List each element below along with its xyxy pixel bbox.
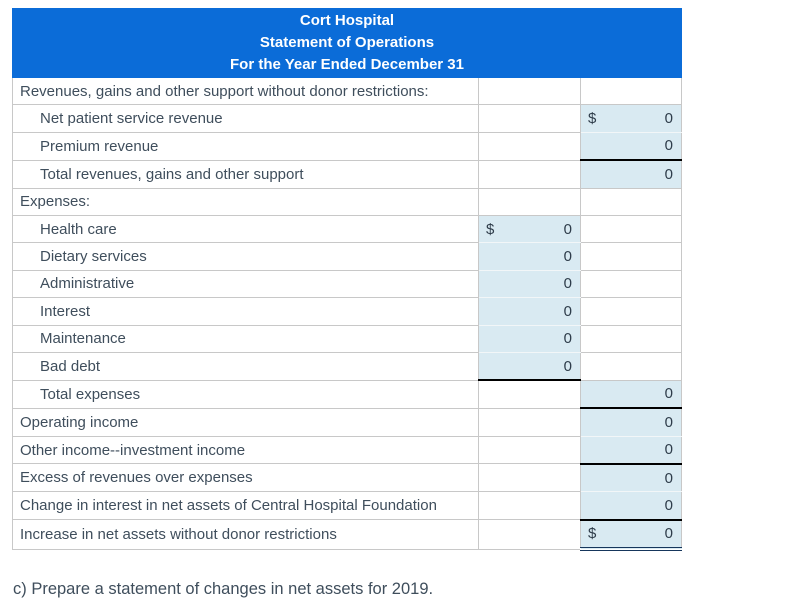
cell-value: 0: [563, 248, 572, 266]
mid-empty-cell: [478, 491, 581, 521]
statement-of-operations-table: Cort Hospital Statement of Operations Fo…: [11, 8, 683, 552]
table-row: Bad debt 0: [12, 351, 683, 382]
table-row: Change in interest in net assets of Cent…: [12, 491, 683, 521]
cell-value: 0: [664, 525, 674, 543]
row-label: Expenses:: [12, 187, 479, 216]
table-row: Maintenance 0: [12, 324, 683, 353]
mid-amount-input-cell[interactable]: 0: [478, 297, 581, 326]
row-label: Operating income: [12, 407, 479, 437]
mid-empty-cell: [478, 407, 581, 437]
mid-empty-cell: [478, 76, 581, 106]
cell-value: 0: [664, 385, 674, 403]
row-label: Total expenses: [12, 379, 479, 409]
worksheet-area: Cort Hospital Statement of Operations Fo…: [11, 8, 683, 599]
table-row: Net patient service revenue $0: [12, 104, 683, 133]
cell-value: 0: [563, 357, 572, 375]
right-empty-cell: [579, 187, 683, 216]
table-row: Dietary services 0: [12, 242, 683, 271]
right-amount-input-cell[interactable]: 0: [579, 131, 683, 162]
right-empty-cell: [579, 214, 683, 244]
right-empty-cell: [579, 297, 683, 326]
header-row: Cort Hospital Statement of Operations Fo…: [11, 8, 683, 78]
period-label: For the Year Ended December 31: [230, 56, 464, 73]
row-label: Other income--investment income: [12, 435, 479, 465]
right-amount-input-cell[interactable]: $0: [579, 519, 683, 552]
mid-empty-cell: [478, 159, 581, 189]
table-row: Administrative 0: [12, 269, 683, 299]
cell-value: 0: [563, 275, 572, 293]
cell-value: 0: [664, 110, 674, 128]
right-amount-input-cell[interactable]: 0: [579, 159, 683, 189]
cell-value: 0: [563, 302, 572, 320]
row-label: Revenues, gains and other support withou…: [12, 76, 479, 106]
row-label: Excess of revenues over expenses: [12, 463, 479, 493]
cell-value: 0: [664, 413, 674, 431]
row-label: Health care: [12, 214, 479, 244]
right-empty-cell: [579, 269, 683, 299]
table-row: Total revenues, gains and other support 0: [12, 159, 683, 189]
cell-value: 0: [664, 441, 674, 459]
table-row: Other income--investment income 0: [12, 435, 683, 465]
right-amount-input-cell[interactable]: 0: [579, 379, 683, 410]
table-row: Operating income 0: [12, 407, 683, 437]
mid-empty-cell: [478, 379, 581, 409]
row-label: Total revenues, gains and other support: [12, 159, 479, 189]
right-empty-cell: [579, 324, 683, 353]
mid-empty-cell: [478, 104, 581, 133]
mid-empty-cell: [478, 463, 581, 493]
right-amount-input-cell[interactable]: $0: [579, 104, 683, 133]
mid-empty-cell: [478, 519, 581, 550]
right-amount-input-cell[interactable]: 0: [579, 407, 683, 437]
mid-amount-input-cell[interactable]: 0: [478, 242, 581, 271]
table-row: Total expenses 0: [12, 379, 683, 410]
table-row: Increase in net assets without donor res…: [12, 519, 683, 552]
mid-empty-cell: [478, 131, 581, 161]
statement-header-banner: Cort Hospital Statement of Operations Fo…: [11, 8, 683, 78]
cell-value: 0: [664, 497, 674, 515]
row-label: Interest: [12, 297, 479, 326]
right-amount-input-cell[interactable]: 0: [579, 463, 683, 493]
statement-title: Statement of Operations: [259, 34, 435, 51]
cell-value: 0: [664, 165, 674, 183]
mid-amount-input-cell[interactable]: $0: [478, 214, 581, 244]
company-name: Cort Hospital: [299, 12, 395, 29]
mid-amount-input-cell[interactable]: 0: [478, 269, 581, 299]
row-label: Administrative: [12, 269, 479, 299]
row-label: Change in interest in net assets of Cent…: [12, 491, 479, 521]
table-row: Interest 0: [12, 297, 683, 326]
table-row: Expenses:: [12, 187, 683, 216]
mid-empty-cell: [478, 187, 581, 216]
mid-amount-input-cell[interactable]: 0: [478, 351, 581, 382]
row-label: Dietary services: [12, 242, 479, 271]
cell-value: 0: [664, 137, 674, 155]
right-amount-input-cell[interactable]: 0: [579, 491, 683, 521]
row-label: Increase in net assets without donor res…: [12, 519, 479, 550]
cell-value: 0: [563, 330, 572, 348]
cell-value: 0: [563, 220, 572, 238]
right-amount-input-cell[interactable]: 0: [579, 435, 683, 465]
mid-empty-cell: [478, 435, 581, 465]
dollar-sign: $: [588, 110, 597, 128]
row-label: Maintenance: [12, 324, 479, 353]
right-empty-cell: [579, 351, 683, 381]
dollar-sign: $: [588, 525, 597, 543]
table-row: Excess of revenues over expenses 0: [12, 463, 683, 493]
table-row: Health care $0: [12, 214, 683, 244]
row-label: Net patient service revenue: [12, 104, 479, 133]
right-empty-cell: [579, 76, 683, 106]
mid-amount-input-cell[interactable]: 0: [478, 324, 581, 353]
right-empty-cell: [579, 242, 683, 271]
row-label: Premium revenue: [12, 131, 479, 161]
dollar-sign: $: [486, 220, 495, 238]
cell-value: 0: [664, 469, 674, 487]
row-label: Bad debt: [12, 351, 479, 381]
instruction-text: c) Prepare a statement of changes in net…: [13, 580, 434, 599]
table-row: Premium revenue 0: [12, 131, 683, 162]
table-row: Revenues, gains and other support withou…: [12, 76, 683, 106]
